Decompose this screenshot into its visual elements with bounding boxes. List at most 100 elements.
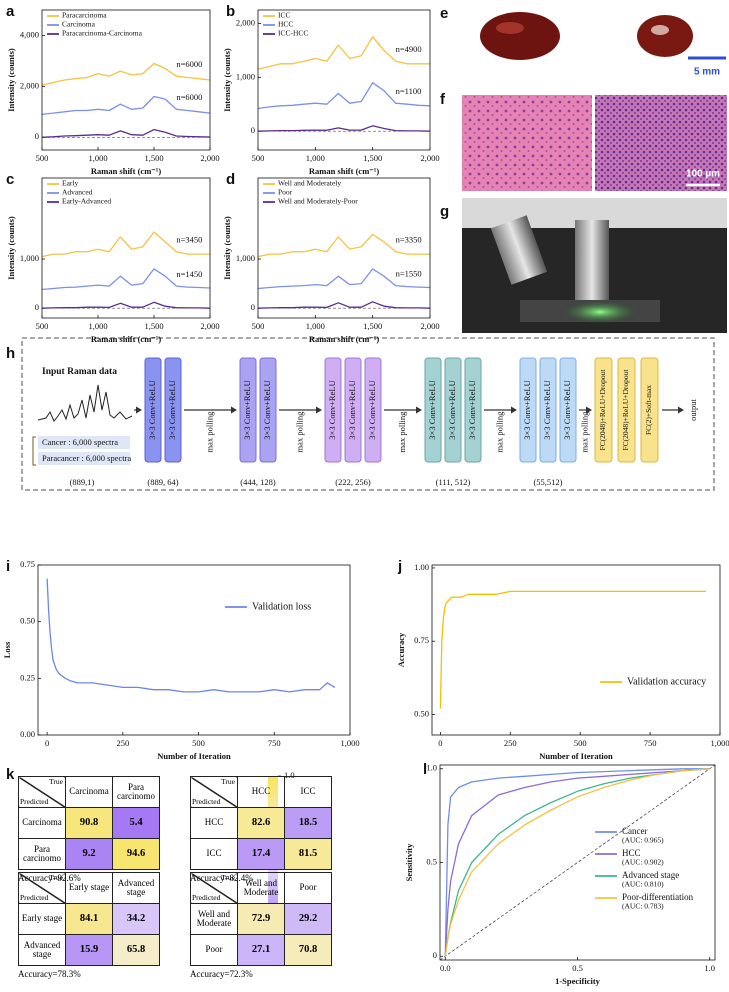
arrow-head [511, 406, 517, 414]
x-tick-label: 2,000 [420, 153, 439, 163]
legend-label: Advanced stage [622, 870, 679, 880]
y-tick-label: 1,000 [236, 253, 255, 263]
y-tick-label: 4,000 [20, 29, 39, 39]
matrix-cell: 27.1 [237, 934, 285, 966]
panel-letter: l [423, 761, 427, 778]
true-label: True [221, 873, 235, 882]
predicted-label: Predicted [192, 797, 221, 807]
header-row: True Predicted Carcinoma Para carcinomo [18, 776, 160, 808]
matrix-row: Early stage 84.1 34.2 [18, 903, 160, 935]
input-item-box [38, 436, 130, 449]
row-header: Well and Moderate [190, 903, 238, 935]
input-item: Paracancer : 6,000 spectra [42, 453, 131, 463]
panel-letter: b [226, 3, 235, 20]
series-line [41, 301, 211, 309]
confusion-matrix: True Predicted Carcinoma Para carcinomo Carc… [18, 776, 160, 883]
y-tick-label: 0.75 [20, 559, 35, 569]
fc-layer [594, 357, 613, 463]
row-header: Carcinoma [18, 807, 66, 839]
matrix-cell: 29.2 [284, 903, 332, 935]
arrow-head [416, 406, 422, 414]
fc-layer-label: FC(2)+Soft-max [644, 385, 653, 435]
arrow-head [231, 406, 237, 414]
x-tick-label: 2,000 [420, 321, 439, 331]
corner-cell: True Predicted [190, 776, 238, 808]
series-line [41, 268, 211, 291]
conv-layer [259, 357, 277, 463]
input-item-box [38, 452, 130, 465]
accuracy: Accuracy=78.3% [18, 969, 81, 979]
plot-frame [431, 564, 721, 736]
colorbar-tick-label: 1.0 [284, 770, 295, 780]
corner-cell: True Predicted [18, 872, 66, 904]
y-tick-label: 0.5 [426, 856, 437, 866]
panel-letter: e [440, 5, 448, 22]
y-tick-label: 0 [35, 131, 39, 141]
legend-label: Cancer [622, 826, 647, 836]
panel-letter: c [6, 171, 14, 188]
y-axis-title: Sensitivity [404, 843, 414, 882]
chance-line [439, 764, 716, 961]
conv-layer-label: 3×3 Conv+ReLU [147, 380, 157, 439]
legend-label: Poor-differentiation [622, 892, 694, 902]
highlight [651, 25, 669, 35]
plot-frame [439, 764, 716, 961]
annotation: n=6000 [176, 92, 202, 102]
x-tick-label: 750 [268, 738, 281, 748]
row-header: ICC [190, 838, 238, 870]
series-line [41, 231, 210, 258]
x-axis-title: Raman shift (cm⁻¹) [309, 166, 379, 176]
x-axis-title: Number of Iteration [157, 751, 231, 761]
x-tick-label: 2,000 [200, 321, 219, 331]
x-tick-label: 250 [116, 738, 129, 748]
series-line [439, 590, 706, 709]
liver-photo [480, 12, 560, 60]
y-tick-label: 1,000 [236, 71, 255, 81]
predicted-label: Predicted [192, 893, 221, 903]
conv-layer [324, 357, 342, 463]
pool-label: max polling [494, 411, 504, 453]
y-tick-label: 2,000 [20, 80, 39, 90]
plot-frame [41, 9, 211, 151]
annotation: n=1550 [396, 269, 422, 279]
conv-layer-label: 3×3 Conv+ReLU [427, 380, 437, 439]
shape-label: (111, 512) [436, 477, 471, 487]
input-item: Cancer : 6,000 spectra [42, 437, 118, 447]
series-line [444, 768, 710, 957]
x-tick-label: 250 [504, 738, 517, 748]
header-row: True Predicted Early stage Advanced stage [18, 872, 160, 904]
predicted-label: Predicted [20, 893, 49, 903]
matrix-row: ICC 17.4 81.5 [190, 838, 332, 870]
legend-label: Carcinoma [62, 20, 96, 29]
column-header: Well and Moderate [237, 872, 285, 904]
panel-letter: h [6, 345, 15, 362]
annotation: n=1100 [396, 86, 422, 96]
x-tick-label: 1,500 [144, 321, 163, 331]
arrow-head [136, 406, 142, 414]
matrix-row: Para carcinomo 9.2 94.6 [18, 838, 160, 870]
series-line [41, 95, 211, 116]
pool-label: max polling [294, 411, 304, 453]
legend-sublabel: (AUC: 0.810) [622, 880, 664, 889]
y-tick-label: 0 [433, 950, 437, 960]
legend-label: ICC-HCC [278, 29, 308, 38]
pool-label: max polling [204, 411, 214, 453]
x-tick-label: 500 [252, 153, 265, 163]
matrix-table: True Predicted HCC ICC HCC 82.6 18.5 ICC 17.4 81.… [190, 776, 332, 870]
shape-label: (889, 64) [147, 477, 178, 487]
shape-label: (444, 128) [240, 477, 276, 487]
legend-sublabel: (AUC: 0.902) [622, 858, 664, 867]
objective [490, 215, 548, 285]
true-label: True [49, 777, 63, 786]
matrix-table: True Predicted Well and Moderate Poor Well a… [190, 872, 332, 966]
conv-layer [344, 357, 362, 463]
matrix-row: Carcinoma 90.8 5.4 [18, 807, 160, 839]
conv-layer-label: 3×3 Conv+ReLU [562, 380, 572, 439]
x-tick-label: 500 [192, 738, 205, 748]
shape-label: (222, 256) [335, 477, 371, 487]
series-line [444, 768, 710, 957]
histology-image [462, 95, 592, 191]
series-line [257, 301, 431, 309]
matrix-cell: 5.4 [112, 807, 160, 839]
